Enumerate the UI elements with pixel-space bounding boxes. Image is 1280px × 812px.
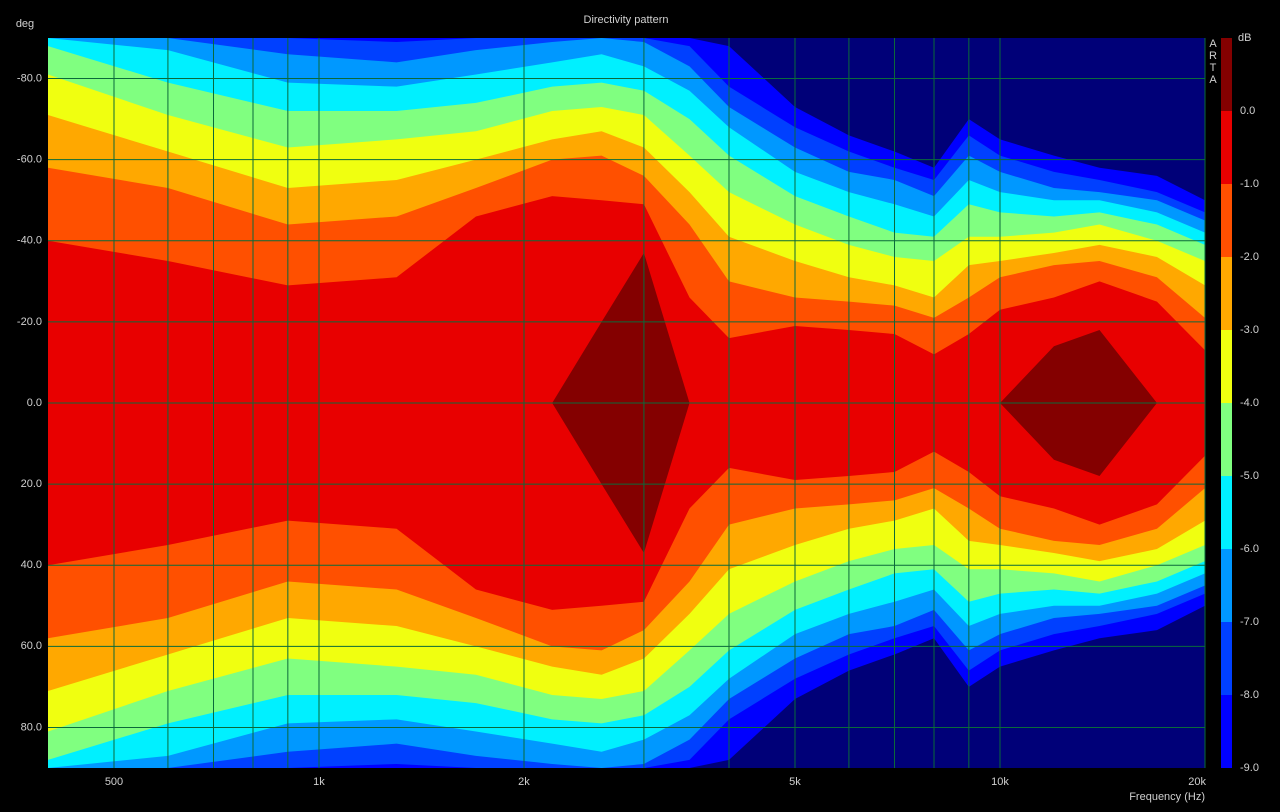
colorbar-segment xyxy=(1221,622,1232,695)
colorbar-tick-label: -9.0 xyxy=(1240,762,1259,774)
watermark-letter: A xyxy=(1209,74,1217,86)
colorbar-tick-label: -8.0 xyxy=(1240,689,1259,701)
colorbar-tick-label: 0.0 xyxy=(1240,105,1255,117)
colorbar-segment xyxy=(1221,111,1232,184)
y-tick-label: -80.0 xyxy=(17,72,42,84)
colorbar-segment xyxy=(1221,330,1232,403)
colorbar-segment xyxy=(1221,549,1232,622)
y-tick-label: -40.0 xyxy=(17,235,42,247)
x-tick-label: 5k xyxy=(789,776,801,788)
chart-title: Directivity pattern xyxy=(584,14,669,26)
colorbar-tick-label: -7.0 xyxy=(1240,616,1259,628)
colorbar-label: dB xyxy=(1238,32,1251,44)
watermark-letter: R xyxy=(1209,50,1217,62)
y-tick-label: 20.0 xyxy=(21,478,42,490)
colorbar-tick-label: -3.0 xyxy=(1240,324,1259,336)
colorbar-tick-label: -6.0 xyxy=(1240,543,1259,555)
colorbar-segment xyxy=(1221,257,1232,330)
y-tick-label: 0.0 xyxy=(27,397,42,409)
x-tick-label: 1k xyxy=(313,776,325,788)
colorbar-segment xyxy=(1221,403,1232,476)
colorbar-tick-label: -2.0 xyxy=(1240,251,1259,263)
colorbar-tick-label: -1.0 xyxy=(1240,178,1259,190)
x-tick-label: 500 xyxy=(105,776,123,788)
colorbar-segment xyxy=(1221,695,1232,768)
y-axis-label: deg xyxy=(16,18,34,30)
colorbar-segment xyxy=(1221,38,1232,111)
x-tick-label: 10k xyxy=(991,776,1009,788)
y-tick-label: 40.0 xyxy=(21,559,42,571)
x-tick-label: 20k xyxy=(1188,776,1206,788)
y-tick-label: 60.0 xyxy=(21,640,42,652)
watermark-letter: A xyxy=(1209,38,1217,50)
x-tick-label: 2k xyxy=(518,776,530,788)
y-tick-label: -20.0 xyxy=(17,316,42,328)
colorbar-tick-label: -5.0 xyxy=(1240,470,1259,482)
colorbar-tick-label: -4.0 xyxy=(1240,397,1259,409)
colorbar-segment xyxy=(1221,476,1232,549)
y-tick-label: -60.0 xyxy=(17,154,42,166)
x-axis-label: Frequency (Hz) xyxy=(1129,791,1205,803)
y-tick-label: 80.0 xyxy=(21,721,42,733)
watermark-letter: T xyxy=(1210,62,1217,74)
colorbar-segment xyxy=(1221,184,1232,257)
